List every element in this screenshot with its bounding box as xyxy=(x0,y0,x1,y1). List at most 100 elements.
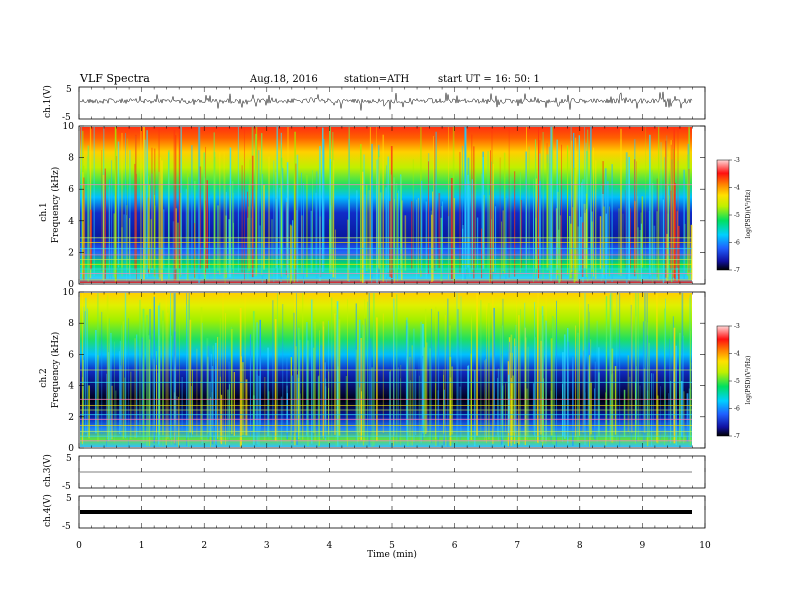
spectrogram-streak xyxy=(572,207,574,272)
freq-ytick-label: 0 xyxy=(68,280,74,290)
spectrogram-streak xyxy=(518,315,520,445)
spectrogram-streak xyxy=(434,169,436,272)
spectrogram-streak xyxy=(648,211,650,280)
spectrogram-streak xyxy=(261,173,264,283)
ch1-waveform-frame xyxy=(78,86,706,120)
spectrogram-streak xyxy=(258,150,260,272)
spectrogram-streak xyxy=(420,127,422,277)
spectrogram-streak xyxy=(122,321,124,439)
spectrogram-streak xyxy=(325,378,327,438)
spectrogram-streak xyxy=(598,347,600,433)
spectrogram-streak xyxy=(330,161,332,273)
ch3-waveform-panel: 5 -5 ch.3(V) xyxy=(42,454,706,492)
spectrogram-streak xyxy=(440,217,443,282)
spectrogram-streak xyxy=(570,223,572,279)
spectrogram-streak xyxy=(334,229,336,279)
ch1-waveform-panel: 5 -5 ch.1(V) xyxy=(42,85,706,123)
spectrogram-streak xyxy=(225,192,227,273)
freq-ytick-label: 2 xyxy=(68,248,74,258)
spectrogram-streak xyxy=(580,216,582,275)
spectrogram-streak xyxy=(642,321,644,443)
spectrogram-streak xyxy=(447,298,449,447)
spectrogram-streak xyxy=(609,206,610,277)
spectrogram-streak xyxy=(373,293,375,446)
spectrogram-streak xyxy=(577,226,580,276)
xtick-label: 7 xyxy=(514,541,520,551)
spectrogram-streak xyxy=(145,183,146,275)
spectrogram-streak xyxy=(395,183,398,275)
spectrogram-streak xyxy=(367,301,368,442)
spectrogram-streak xyxy=(165,293,167,446)
spectrogram-streak xyxy=(688,168,690,273)
spectrogram-streak xyxy=(119,365,122,436)
ch4-waveform-panel: 5 -5 ch.4(V) xyxy=(42,494,706,532)
spectrogram-streak xyxy=(415,369,417,435)
spectrogram-streak xyxy=(689,129,690,273)
spectrogram-streak xyxy=(670,140,672,269)
spectrogram-streak xyxy=(147,175,149,270)
spectrogram-streak xyxy=(249,159,251,269)
spectrogram-streak xyxy=(587,356,589,433)
spectrogram-streak xyxy=(200,380,201,438)
spectrogram-streak xyxy=(135,134,137,270)
spectrogram-streak xyxy=(233,372,235,436)
spectrogram-streak xyxy=(191,386,192,438)
spectrogram-streak xyxy=(611,164,613,283)
spectrogram-streak xyxy=(106,294,109,440)
spectrogram-streak xyxy=(635,293,637,442)
spectrogram-streak xyxy=(473,146,475,279)
spectrogram-streak xyxy=(670,144,672,270)
spectrogram-streak xyxy=(609,294,611,442)
spectrogram-streak xyxy=(302,293,304,440)
spectrogram-streak xyxy=(489,195,491,283)
spectrogram-streak xyxy=(574,137,577,276)
spectrogram-streak xyxy=(180,192,182,277)
spectrogram-streak xyxy=(141,337,144,433)
spectrogram-streak xyxy=(244,127,245,281)
spectrogram-streak xyxy=(322,127,324,272)
spectrogram-streak xyxy=(111,385,113,440)
spectrogram-streak xyxy=(447,216,450,275)
spectrogram-streak xyxy=(575,214,577,281)
xtick-label: 2 xyxy=(201,541,207,551)
spectrogram-streak xyxy=(154,195,156,270)
spectrogram-streak xyxy=(334,313,336,435)
spectrogram-streak xyxy=(127,138,128,271)
spectrogram-streak xyxy=(285,202,288,276)
spectrogram-streak xyxy=(125,133,126,274)
spectrogram-streak xyxy=(600,185,603,282)
spectrogram-streak xyxy=(483,194,485,270)
spectrogram-streak xyxy=(430,210,432,276)
spectrogram-streak xyxy=(336,301,339,438)
spectrogram-streak xyxy=(690,224,693,280)
spectrogram-streak xyxy=(267,347,269,436)
spectrogram-streak xyxy=(449,377,452,442)
spectrogram-streak xyxy=(666,135,668,277)
spectrogram-streak xyxy=(400,176,402,272)
spectrogram-streak xyxy=(312,170,313,272)
spectrogram-streak xyxy=(449,356,452,446)
spectrogram-streak xyxy=(317,375,320,447)
spectrogram-streak xyxy=(280,396,283,446)
spectrogram-streak xyxy=(257,139,258,269)
spectrogram-streak xyxy=(669,338,671,440)
spectrogram-streak xyxy=(362,171,364,283)
spectrogram-streak xyxy=(390,174,392,273)
spectrogram-streak xyxy=(670,323,672,433)
spectrogram-streak xyxy=(538,127,539,279)
spectrogram-streak xyxy=(509,341,510,447)
spectrogram-streak xyxy=(84,311,86,435)
spectrogram-streak xyxy=(268,391,270,441)
spectrogram-streak xyxy=(525,151,527,275)
spectrogram-streak xyxy=(575,325,577,438)
xtick-label: 9 xyxy=(640,541,646,551)
spectrogram-streak xyxy=(87,308,88,437)
spectrogram-streak xyxy=(242,362,244,435)
spectrogram-streak xyxy=(136,334,138,438)
spectrogram-streak xyxy=(614,366,617,435)
spectrogram-streak xyxy=(641,196,644,268)
spectrogram-streak xyxy=(653,225,656,273)
spectrogram-streak xyxy=(214,156,216,275)
ch1-spectrogram-tonal-lines xyxy=(80,184,692,281)
spectrogram-streak xyxy=(114,341,115,444)
